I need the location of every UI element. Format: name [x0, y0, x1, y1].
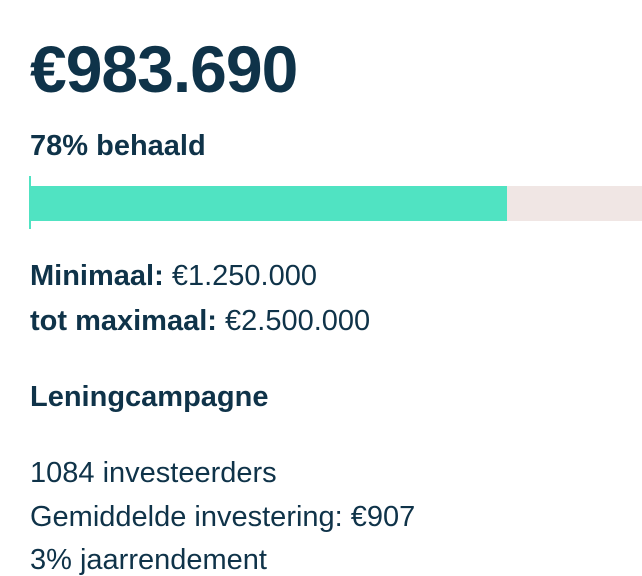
- stat: 1084 investeerders: [30, 457, 277, 489]
- minimum-label: Minimaal:: [30, 260, 164, 292]
- stat: 3% jaarrendement: [30, 544, 267, 576]
- minimum-row: Minimaal: €1.250.000: [30, 262, 317, 291]
- maximum-label: tot maximaal:: [30, 305, 217, 337]
- amount-raised: €983.690: [30, 32, 298, 106]
- progress-start-marker: [29, 176, 31, 229]
- maximum-value: €2.500.000: [225, 305, 371, 337]
- stat: Gemiddelde investering: €907: [30, 501, 416, 533]
- progress-label: 78% behaald: [30, 130, 206, 162]
- progress-track: [30, 186, 642, 221]
- minimum-value: €1.250.000: [171, 260, 317, 292]
- maximum-row: tot maximaal: €2.500.000: [30, 307, 370, 336]
- campaign-panel: €983.690 78% behaald Minimaal: €1.250.00…: [29, 32, 642, 575]
- campaign-type: Leningcampagne: [30, 381, 269, 413]
- page: Campagne {"amount_raised": "€983.690", "…: [29, 32, 642, 575]
- progress-fill: [30, 186, 508, 221]
